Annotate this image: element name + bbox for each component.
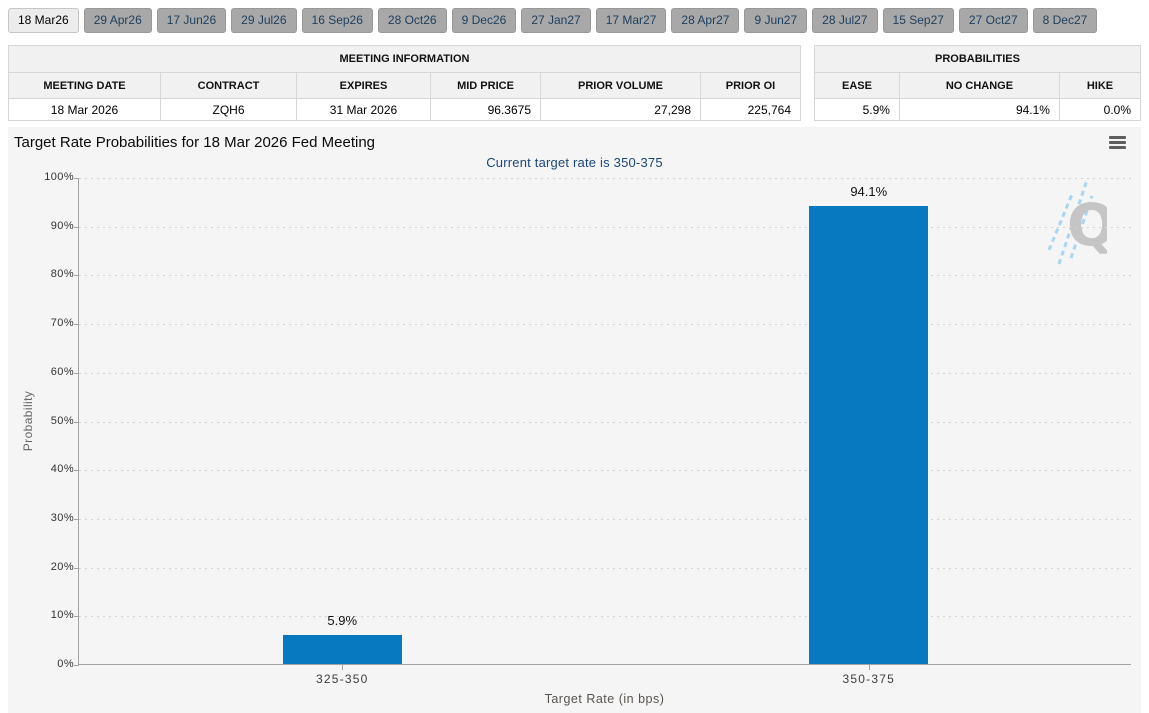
y-gridline: [79, 227, 1131, 228]
y-tick-label: 0%: [57, 658, 74, 670]
y-tick-label: 50%: [50, 415, 74, 427]
y-gridline: [79, 470, 1131, 471]
meeting-tab-9-dec26[interactable]: 9 Dec26: [451, 8, 517, 33]
y-axis-tick: [74, 519, 79, 520]
prior-volume-value: 27,298: [540, 98, 701, 121]
y-tick-label: 30%: [50, 512, 74, 524]
y-tick-label: 20%: [50, 561, 74, 573]
y-gridline: [79, 616, 1131, 617]
col-hike: HIKE: [1058, 72, 1142, 99]
y-tick-label: 100%: [44, 171, 74, 183]
probability-bar-325-350: [282, 635, 402, 664]
bar-value-label: 5.9%: [327, 613, 358, 628]
chart-panel: Target Rate Probabilities for 18 Mar 202…: [8, 127, 1141, 713]
probability-bar-350-375: [809, 206, 929, 664]
meeting-tab-18-mar26[interactable]: 18 Mar26: [8, 8, 79, 33]
contract-value: ZQH6: [160, 98, 297, 121]
meeting-tab-28-oct26[interactable]: 28 Oct26: [377, 8, 447, 33]
col-prior-volume: PRIOR VOLUME: [540, 72, 701, 99]
y-axis-tick: [74, 275, 79, 276]
x-axis-tick: [342, 665, 344, 670]
meeting-tab-8-dec27[interactable]: 8 Dec27: [1032, 8, 1098, 33]
y-axis-tick: [74, 470, 79, 471]
table-row: 5.9% 94.1% 0.0%: [813, 98, 1142, 121]
meeting-tab-15-sep27[interactable]: 15 Sep27: [882, 8, 954, 33]
x-axis-tick: [868, 665, 870, 670]
y-gridline: [79, 422, 1131, 423]
y-gridline: [79, 568, 1131, 569]
meeting-tab-29-apr26[interactable]: 29 Apr26: [83, 8, 152, 33]
y-tick-label: 10%: [50, 609, 74, 621]
y-gridline: [79, 178, 1131, 179]
y-tick-label: 70%: [50, 317, 74, 329]
y-tick-label: 90%: [50, 220, 74, 232]
col-ease: EASE: [813, 72, 900, 99]
x-tick-label: 350-375: [842, 672, 895, 686]
y-axis-tick: [74, 616, 79, 617]
meeting-tab-28-apr27[interactable]: 28 Apr27: [671, 8, 740, 33]
no-change-value: 94.1%: [898, 98, 1060, 121]
meeting-tab-27-oct27[interactable]: 27 Oct27: [958, 8, 1028, 33]
y-tick-label: 40%: [50, 463, 74, 475]
y-axis-tick: [74, 665, 79, 666]
col-meeting-date: MEETING DATE: [8, 72, 161, 99]
ease-value: 5.9%: [813, 98, 900, 121]
probabilities-title: PROBABILITIES: [813, 45, 1142, 73]
meeting-tab-17-mar27[interactable]: 17 Mar27: [595, 8, 667, 33]
y-gridline: [79, 275, 1131, 276]
meeting-tab-28-jul27[interactable]: 28 Jul27: [812, 8, 878, 33]
meeting-tab-bar: 18 Mar26 29 Apr26 17 Jun26 29 Jul26 16 Sep26…: [8, 8, 1098, 33]
x-tick-label: 325-350: [316, 672, 369, 686]
meeting-tab-9-jun27[interactable]: 9 Jun27: [744, 8, 808, 33]
tables-row: MEETING INFORMATION MEETING DATE CONTRAC…: [8, 45, 1142, 121]
hamburger-menu-icon[interactable]: [1109, 136, 1126, 151]
meeting-tab-29-jul26[interactable]: 29 Jul26: [231, 8, 297, 33]
quikstrike-q-letter: Q: [1067, 191, 1107, 259]
y-axis-tick: [74, 422, 79, 423]
y-axis-tick: [74, 178, 79, 179]
y-tick-label: 60%: [50, 366, 74, 378]
y-gridline: [79, 373, 1131, 374]
expires-value: 31 Mar 2026: [296, 98, 431, 121]
probabilities-table: PROBABILITIES EASE NO CHANGE HIKE 5.9% 9…: [813, 45, 1142, 121]
meeting-information-table: MEETING INFORMATION MEETING DATE CONTRAC…: [8, 45, 801, 121]
mid-price-value: 96.3675: [430, 98, 541, 121]
meeting-date-value: 18 Mar 2026: [8, 98, 161, 121]
table-row: 18 Mar 2026 ZQH6 31 Mar 2026 96.3675 27,…: [8, 98, 801, 121]
prior-oi-value: 225,764: [700, 98, 801, 121]
bar-value-label: 94.1%: [850, 184, 888, 199]
col-contract: CONTRACT: [160, 72, 297, 99]
hike-value: 0.0%: [1058, 98, 1142, 121]
quikstrike-watermark-icon: Q: [1047, 179, 1107, 265]
meeting-tab-16-sep26[interactable]: 16 Sep26: [301, 8, 373, 33]
meeting-tab-17-jun26[interactable]: 17 Jun26: [156, 8, 227, 33]
col-mid-price: MID PRICE: [430, 72, 541, 99]
y-gridline: [79, 324, 1131, 325]
meeting-tab-27-jan27[interactable]: 27 Jan27: [521, 8, 591, 33]
chart-title: Target Rate Probabilities for 18 Mar 202…: [14, 134, 376, 151]
y-gridline: [79, 519, 1131, 520]
current-target-rate-subtitle: Current target rate is 350-375: [486, 155, 663, 170]
x-axis-title: Target Rate (in bps): [544, 692, 665, 706]
col-no-change: NO CHANGE: [898, 72, 1060, 99]
meeting-information-title: MEETING INFORMATION: [8, 45, 801, 73]
col-expires: EXPIRES: [296, 72, 431, 99]
col-prior-oi: PRIOR OI: [700, 72, 801, 99]
y-axis-tick: [74, 324, 79, 325]
y-axis-tick: [74, 373, 79, 374]
plot-area: Q 5.9% 325-350 94.1% 350-375: [74, 178, 1131, 686]
y-axis-tick: [74, 227, 79, 228]
y-tick-label: 80%: [50, 268, 74, 280]
y-axis-tick: [74, 568, 79, 569]
